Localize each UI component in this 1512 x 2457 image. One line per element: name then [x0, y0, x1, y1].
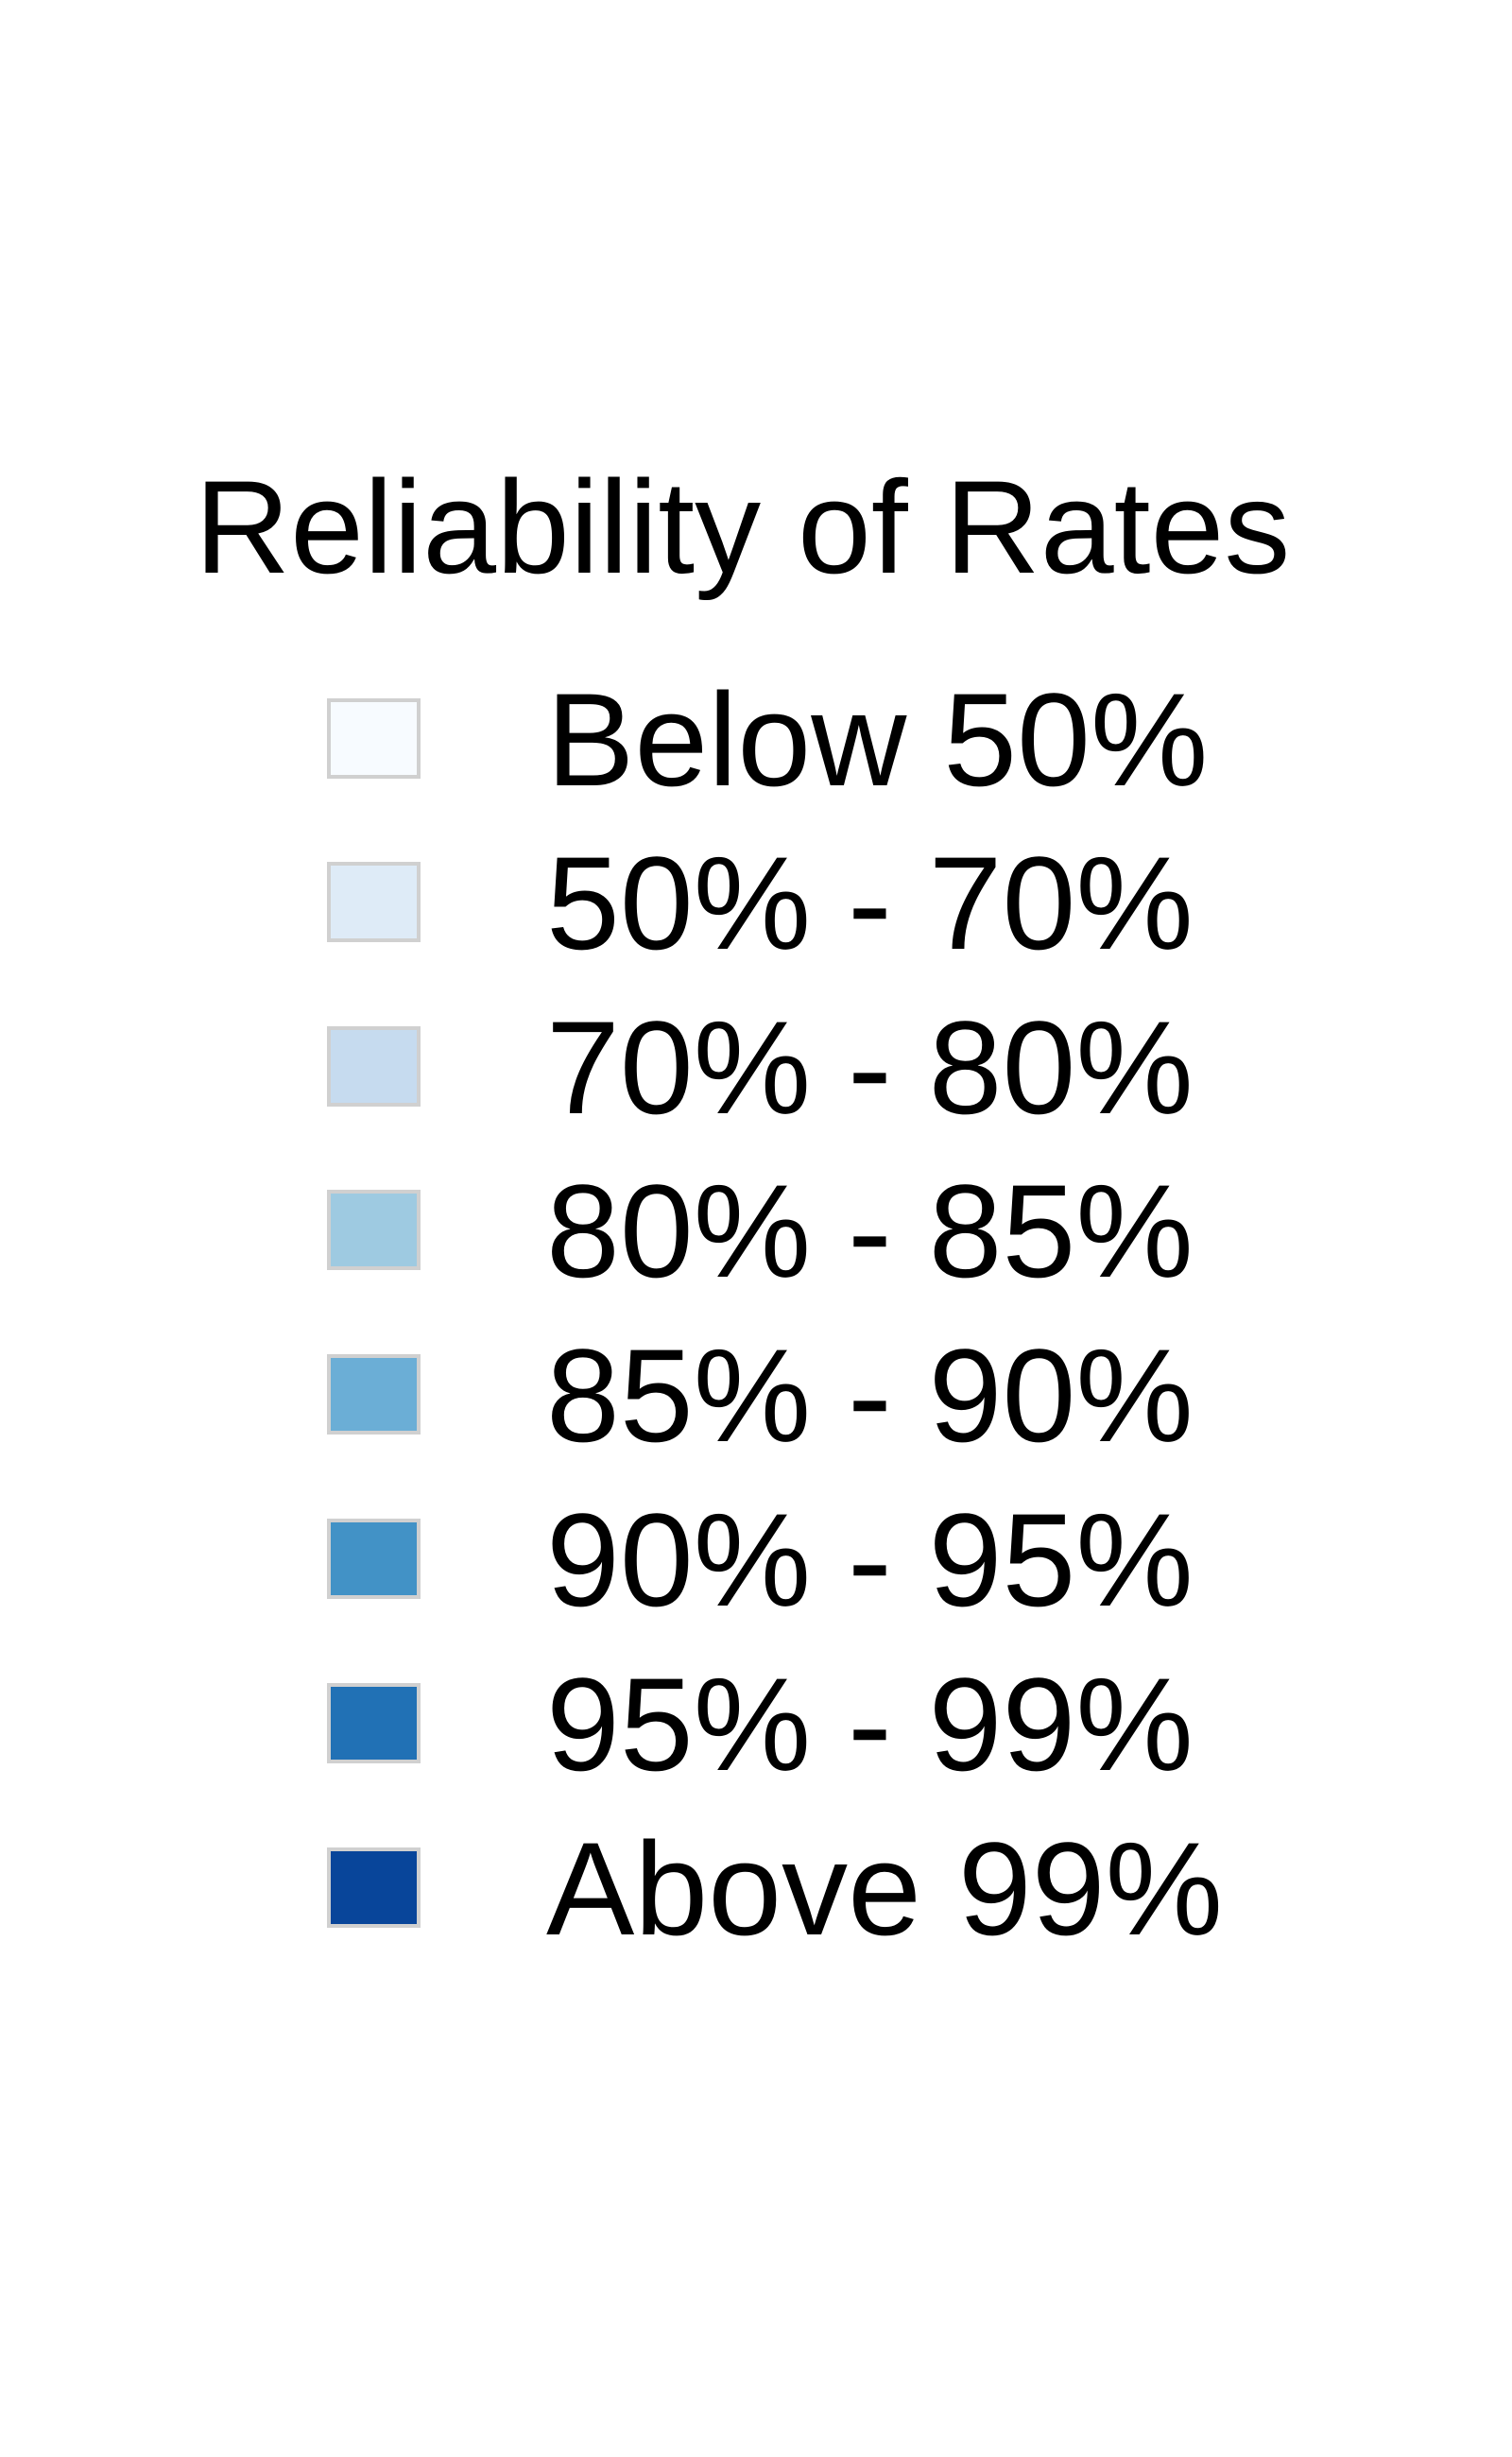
legend-label: Above 99% [546, 1814, 1224, 1963]
legend-label: 50% - 70% [546, 829, 1194, 977]
legend-item-below-50: Below 50% [0, 669, 1512, 811]
legend-swatch [327, 862, 421, 942]
legend-label: 90% - 95% [546, 1486, 1194, 1634]
legend-swatch [327, 1354, 421, 1435]
legend-swatch [327, 698, 421, 779]
legend-swatch [327, 1190, 421, 1270]
legend-item-above-99: Above 99% [0, 1818, 1512, 1960]
legend-swatch [327, 1519, 421, 1599]
legend-label: Below 50% [546, 665, 1209, 814]
legend-title: Reliability of Rates [195, 453, 1291, 601]
legend-swatch [327, 1026, 421, 1107]
legend-label: 85% - 90% [546, 1321, 1194, 1469]
legend-item-95-99: 95% - 99% [0, 1654, 1512, 1796]
legend-label: 95% - 99% [546, 1650, 1194, 1798]
legend-item-80-85: 80% - 85% [0, 1160, 1512, 1302]
legend-item-90-95: 90% - 95% [0, 1489, 1512, 1631]
legend-swatch [327, 1683, 421, 1763]
legend-label: 70% - 80% [546, 993, 1194, 1142]
legend-label: 80% - 85% [546, 1157, 1194, 1305]
legend-item-50-70: 50% - 70% [0, 833, 1512, 974]
legend-item-85-90: 85% - 90% [0, 1325, 1512, 1467]
legend-swatch [327, 1847, 421, 1928]
legend-item-70-80: 70% - 80% [0, 997, 1512, 1139]
